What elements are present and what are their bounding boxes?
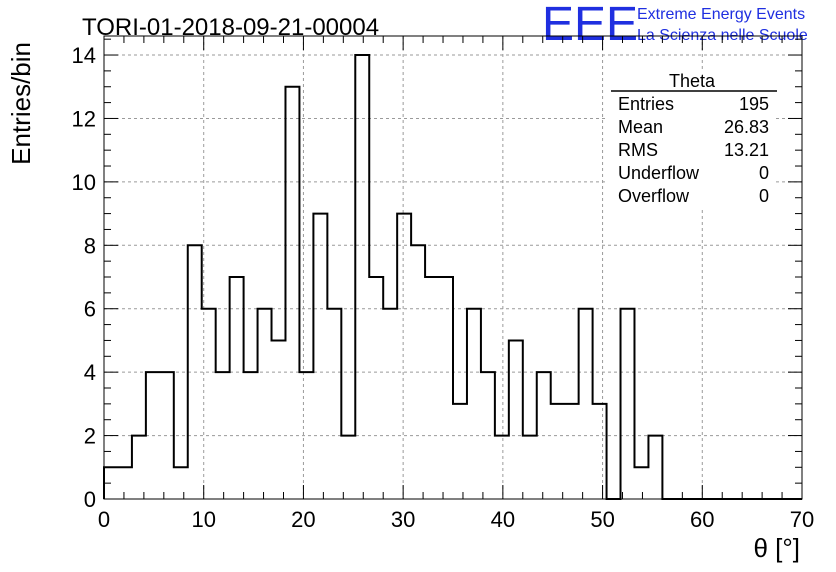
stats-row-value: 26.83 bbox=[724, 117, 769, 137]
stats-row-label: Underflow bbox=[618, 163, 700, 183]
x-tick-label: 40 bbox=[491, 507, 515, 532]
logo-line-1: Extreme Energy Events bbox=[637, 6, 805, 23]
y-tick-label: 10 bbox=[72, 170, 96, 195]
x-axis-title: θ [°] bbox=[753, 533, 800, 563]
y-tick-label: 2 bbox=[84, 424, 96, 449]
y-axis-title: Entries/bin bbox=[6, 42, 36, 165]
x-tick-label: 70 bbox=[790, 507, 814, 532]
y-tick-label: 0 bbox=[84, 487, 96, 512]
x-tick-label: 30 bbox=[391, 507, 415, 532]
chart-title: TORI-01-2018-09-21-00004 bbox=[82, 14, 379, 41]
stats-box-background bbox=[608, 70, 776, 210]
stats-rows: Entries 195 Mean 26.83 RMS 13.21 Underflow 0 Ove… bbox=[618, 94, 769, 206]
logo-mark: EEE bbox=[542, 0, 638, 51]
x-tick-label: 10 bbox=[191, 507, 215, 532]
x-tick-label: 20 bbox=[291, 507, 315, 532]
stats-row-label: Entries bbox=[618, 94, 674, 114]
x-tick-label: 0 bbox=[98, 507, 110, 532]
y-tick-label: 6 bbox=[84, 297, 96, 322]
stats-title: Theta bbox=[669, 71, 716, 91]
stats-row-value: 0 bbox=[759, 186, 769, 206]
stats-row-label: RMS bbox=[618, 140, 658, 160]
y-tick-label: 12 bbox=[72, 106, 96, 131]
x-tick-label: 50 bbox=[590, 507, 614, 532]
y-tick-label: 4 bbox=[84, 360, 96, 385]
x-tick-label: 60 bbox=[690, 507, 714, 532]
stats-row-value: 13.21 bbox=[724, 140, 769, 160]
plot-frame bbox=[103, 35, 803, 500]
stats-row-value: 195 bbox=[739, 94, 769, 114]
eee-logo: EEE Extreme Energy Events La Scienza nel… bbox=[542, 0, 808, 51]
stats-row-label: Overflow bbox=[618, 186, 690, 206]
y-tick-label: 14 bbox=[72, 43, 96, 68]
histogram-outline bbox=[103, 54, 802, 500]
tick-labels: 0 10 20 30 40 50 60 70 0 2 4 6 8 10 12 14 bbox=[72, 43, 815, 532]
stats-box: Theta Entries 195 Mean 26.83 RMS 13.21 Underfl… bbox=[608, 70, 777, 210]
stats-row-value: 0 bbox=[759, 163, 769, 183]
y-tick-label: 8 bbox=[84, 233, 96, 258]
stats-row-label: Mean bbox=[618, 117, 663, 137]
